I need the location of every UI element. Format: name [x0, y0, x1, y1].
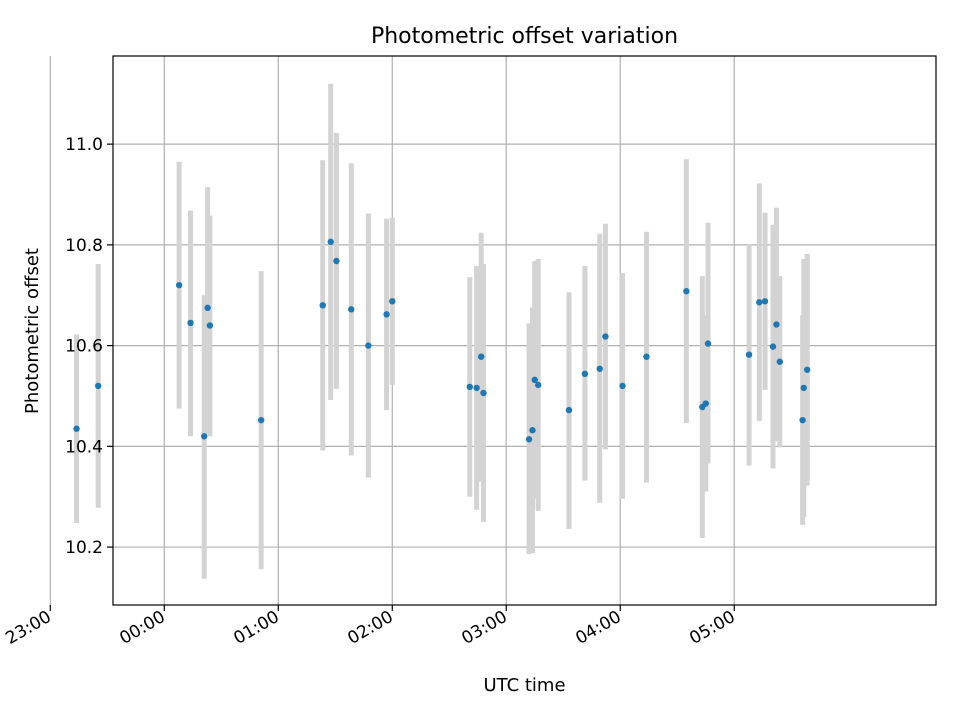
- data-point: [525, 436, 533, 443]
- data-point: [73, 425, 80, 432]
- data-point: [480, 389, 487, 397]
- data-point: [565, 406, 573, 414]
- y-tick-label: 11.0: [65, 135, 103, 155]
- data-point: [745, 351, 753, 358]
- data-point: [200, 433, 208, 440]
- data-point: [327, 238, 334, 246]
- data-point: [477, 353, 485, 360]
- y-axis-label: Photometric offset: [22, 248, 43, 414]
- data-point: [531, 376, 538, 384]
- data-point: [389, 298, 396, 305]
- data-point: [534, 381, 542, 389]
- y-tick-label: 10.4: [65, 437, 103, 457]
- data-point: [204, 304, 211, 312]
- data-point: [756, 299, 763, 306]
- x-axis-label: UTC time: [483, 675, 565, 696]
- data-point: [581, 370, 589, 378]
- data-point: [773, 321, 780, 328]
- data-point: [529, 427, 536, 434]
- data-point: [704, 340, 712, 347]
- plot-frame: [112, 55, 937, 606]
- data-point: [333, 257, 340, 265]
- data-point: [619, 382, 626, 390]
- data-point: [94, 382, 102, 390]
- y-tick-label: 10.6: [65, 337, 103, 357]
- y-tick-label: 10.8: [65, 236, 103, 256]
- data-point: [319, 302, 326, 309]
- data-point: [365, 342, 372, 349]
- data-point: [348, 306, 355, 313]
- data-point: [473, 384, 480, 392]
- data-point: [799, 416, 806, 424]
- data-point: [175, 281, 183, 289]
- grid: [49, 56, 936, 605]
- data-point: [803, 366, 811, 373]
- data-point: [683, 288, 690, 295]
- data-point: [643, 353, 650, 360]
- data-point: [769, 343, 777, 350]
- data-point: [187, 319, 194, 327]
- data-point: [206, 322, 214, 329]
- data-point: [702, 400, 709, 407]
- data-point: [383, 311, 390, 318]
- data-point: [602, 333, 609, 340]
- data-point: [466, 383, 473, 391]
- data-point: [761, 298, 769, 305]
- data-point: [596, 365, 603, 372]
- y-tick-label: 10.2: [65, 538, 103, 558]
- data-point: [800, 384, 807, 392]
- chart-title: Photometric offset variation: [371, 24, 678, 49]
- data-point: [257, 416, 265, 424]
- data-point: [776, 358, 784, 365]
- data-points: [73, 238, 811, 443]
